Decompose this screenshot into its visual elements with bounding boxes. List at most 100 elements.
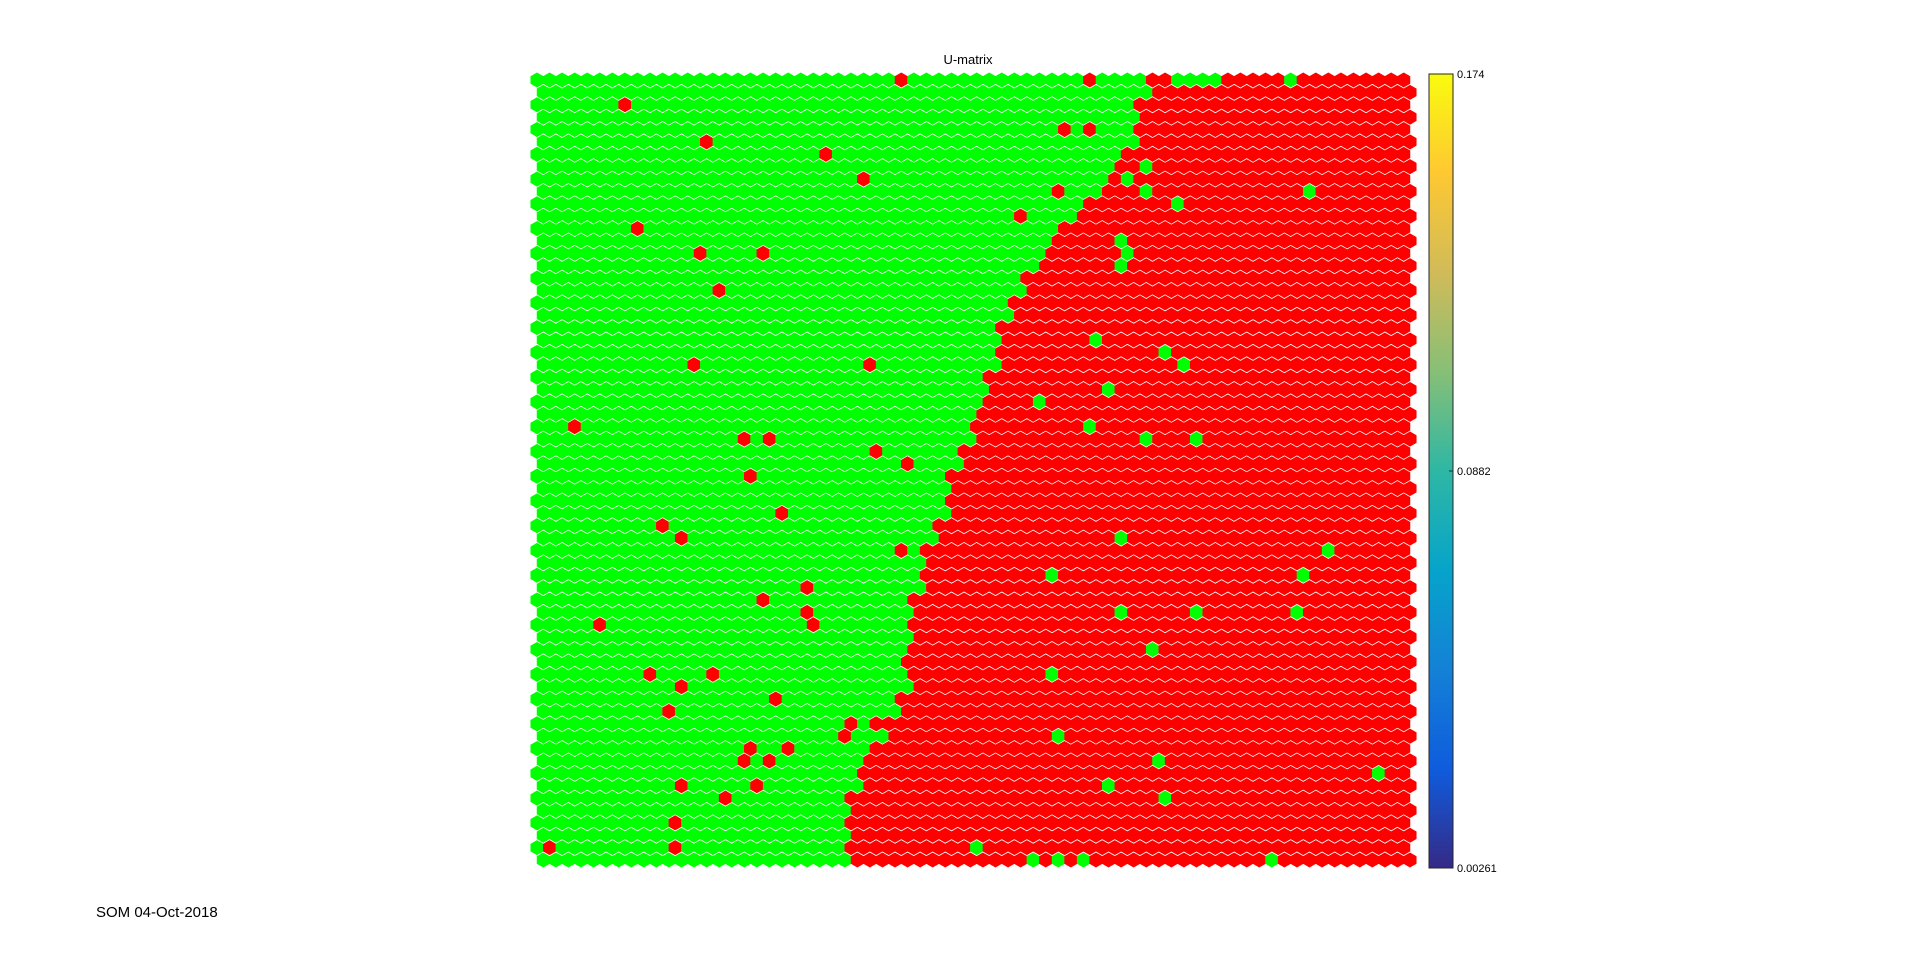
map-cell — [1233, 592, 1247, 608]
map-cell — [932, 344, 946, 360]
map-cell — [800, 629, 814, 645]
map-cell — [618, 790, 632, 806]
map-cell — [561, 629, 575, 645]
map-cell — [863, 357, 877, 373]
map-cell — [681, 542, 695, 559]
map-cell — [781, 716, 795, 732]
map-cell — [1284, 666, 1298, 682]
map-cell — [1346, 815, 1361, 831]
map-cell — [1290, 604, 1304, 620]
map-cell — [963, 357, 977, 373]
map-cell — [995, 716, 1009, 732]
map-cell — [1120, 691, 1134, 707]
map-cell — [599, 134, 613, 150]
map-cell — [1001, 728, 1015, 744]
map-cell — [731, 567, 745, 583]
map-cell — [649, 357, 663, 373]
map-cell — [1397, 196, 1411, 212]
map-cell — [618, 196, 632, 212]
map-cell — [762, 109, 776, 125]
map-cell — [1133, 171, 1147, 187]
map-cell — [536, 802, 550, 819]
map-cell — [888, 753, 902, 769]
map-cell — [649, 183, 663, 199]
map-cell — [549, 307, 563, 323]
map-cell — [643, 840, 657, 856]
map-cell — [1202, 802, 1216, 819]
map-cell — [787, 580, 802, 596]
map-cell — [819, 840, 833, 856]
map-cell — [637, 456, 651, 472]
map-cell — [574, 827, 588, 843]
map-cell — [543, 419, 557, 435]
map-cell — [1246, 221, 1260, 237]
map-cell — [1102, 753, 1116, 769]
map-cell — [1089, 84, 1103, 100]
map-cell — [944, 790, 959, 806]
map-cell — [1346, 716, 1361, 732]
map-cell — [1384, 146, 1398, 162]
map-cell — [894, 666, 908, 682]
map-cell — [1359, 542, 1373, 559]
map-cell — [561, 307, 575, 323]
map-cell — [656, 221, 670, 237]
map-cell — [1089, 827, 1103, 843]
map-cell — [687, 406, 701, 422]
map-cell — [586, 778, 601, 794]
map-cell — [668, 270, 682, 286]
map-cell — [806, 171, 820, 187]
map-cell — [1145, 443, 1160, 459]
map-cell — [1384, 840, 1398, 856]
map-cell — [875, 381, 889, 398]
map-cell — [1070, 146, 1084, 162]
map-cell — [1183, 716, 1197, 732]
map-cell — [700, 580, 714, 596]
map-cell — [938, 802, 952, 819]
map-cell — [1152, 258, 1166, 274]
map-cell — [1120, 295, 1134, 311]
map-cell — [1183, 840, 1197, 856]
map-cell — [687, 629, 701, 645]
map-cell — [919, 295, 933, 311]
map-cell — [612, 654, 626, 670]
map-cell — [693, 542, 707, 559]
map-cell — [1145, 542, 1160, 559]
map-cell — [1240, 728, 1254, 744]
map-cell — [1277, 307, 1291, 323]
map-cell — [1208, 344, 1222, 360]
map-cell — [1277, 703, 1291, 719]
map-cell — [662, 580, 676, 596]
map-cell — [762, 580, 776, 596]
map-cell — [869, 419, 883, 435]
map-cell — [806, 666, 820, 682]
map-cell — [1196, 641, 1210, 658]
map-cell — [1039, 827, 1053, 843]
map-cell — [1014, 852, 1028, 868]
map-cell — [1026, 307, 1040, 323]
map-cell — [1334, 97, 1348, 113]
map-cell — [963, 629, 977, 645]
map-cell — [762, 381, 776, 398]
map-cell — [605, 419, 619, 435]
map-cell — [1265, 134, 1279, 150]
map-cell — [1265, 654, 1279, 670]
map-cell — [1001, 307, 1015, 323]
map-cell — [568, 790, 582, 806]
map-cell — [863, 159, 877, 175]
map-cell — [737, 802, 751, 819]
map-cell — [1321, 641, 1335, 658]
map-cell — [1070, 641, 1084, 658]
map-cell — [681, 121, 695, 138]
map-cell — [580, 468, 594, 484]
map-cell — [913, 258, 927, 274]
map-cell — [1321, 840, 1335, 856]
map-cell — [605, 641, 619, 658]
map-cell — [882, 518, 896, 534]
map-cell — [586, 753, 601, 769]
map-cell — [624, 456, 638, 472]
map-cell — [1328, 332, 1342, 348]
map-cell — [1108, 641, 1122, 658]
map-cell — [957, 320, 971, 336]
map-cell — [1102, 802, 1116, 819]
map-cell — [1177, 703, 1191, 719]
